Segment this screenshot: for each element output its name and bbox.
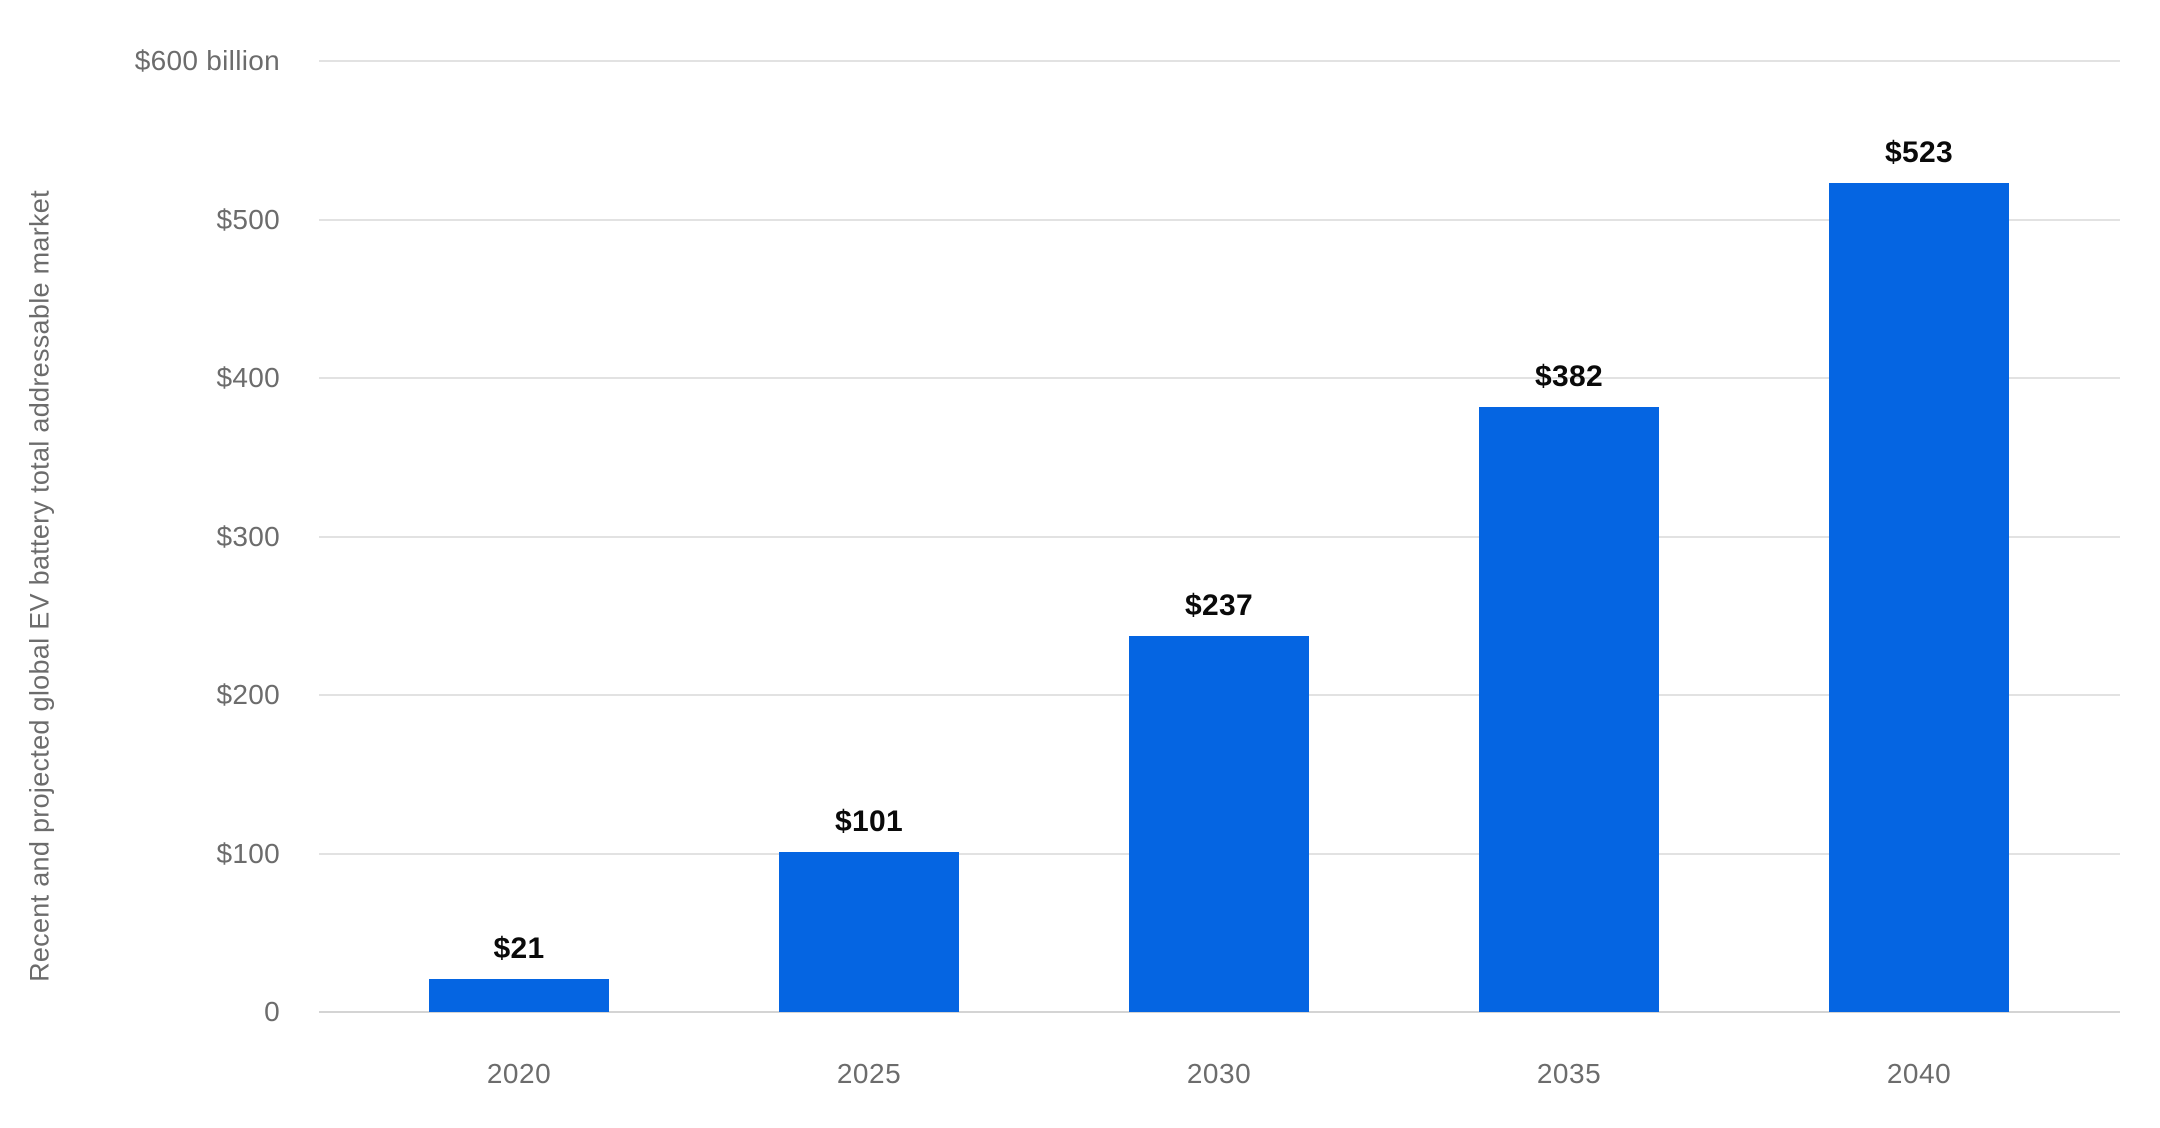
y-axis-title: Recent and projected global EV battery t… [24,190,55,982]
bar-2035 [1479,406,1659,1012]
bar-value-label-2040: $523 [1885,136,1953,170]
gridline-300 [319,535,2120,538]
bar-value-label-2025: $101 [835,804,903,838]
y-axis-tick-label: $200 [216,679,280,710]
x-axis-tick-label-2035: 2035 [1536,1058,1602,1089]
bar-value-label-2030: $237 [1185,589,1253,623]
y-axis-tick-label: $300 [216,520,280,552]
bar-value-label-2035: $382 [1535,359,1603,393]
bar-value-label-2020: $21 [493,931,545,965]
y-axis-tick-label: $400 [216,362,280,393]
x-axis-tick-label-2020: 2020 [486,1058,552,1089]
bar-2020 [429,978,609,1012]
y-axis-tick-label: $600 billion [134,45,280,76]
y-axis-tick-label: $500 [216,203,280,235]
y-axis-tick-label: 0 [264,996,280,1027]
gridline-500 [319,218,2120,221]
gridline-0 [319,1011,2120,1013]
bar-2030 [1129,636,1309,1012]
bar-2040 [1829,183,2009,1012]
bar-2025 [779,851,959,1012]
plot-area: 0 $100 $200 $300 $400 $500 $600 billion $21 2020… [135,45,2120,1089]
x-axis-tick-label-2040: 2040 [1886,1058,1952,1089]
gridline-400 [319,377,2120,379]
x-axis-tick-label-2030: 2030 [1186,1058,1252,1089]
y-axis-tick-label: $100 [216,837,280,869]
gridline-600 [319,60,2120,62]
x-axis-tick-label-2025: 2025 [836,1058,902,1089]
